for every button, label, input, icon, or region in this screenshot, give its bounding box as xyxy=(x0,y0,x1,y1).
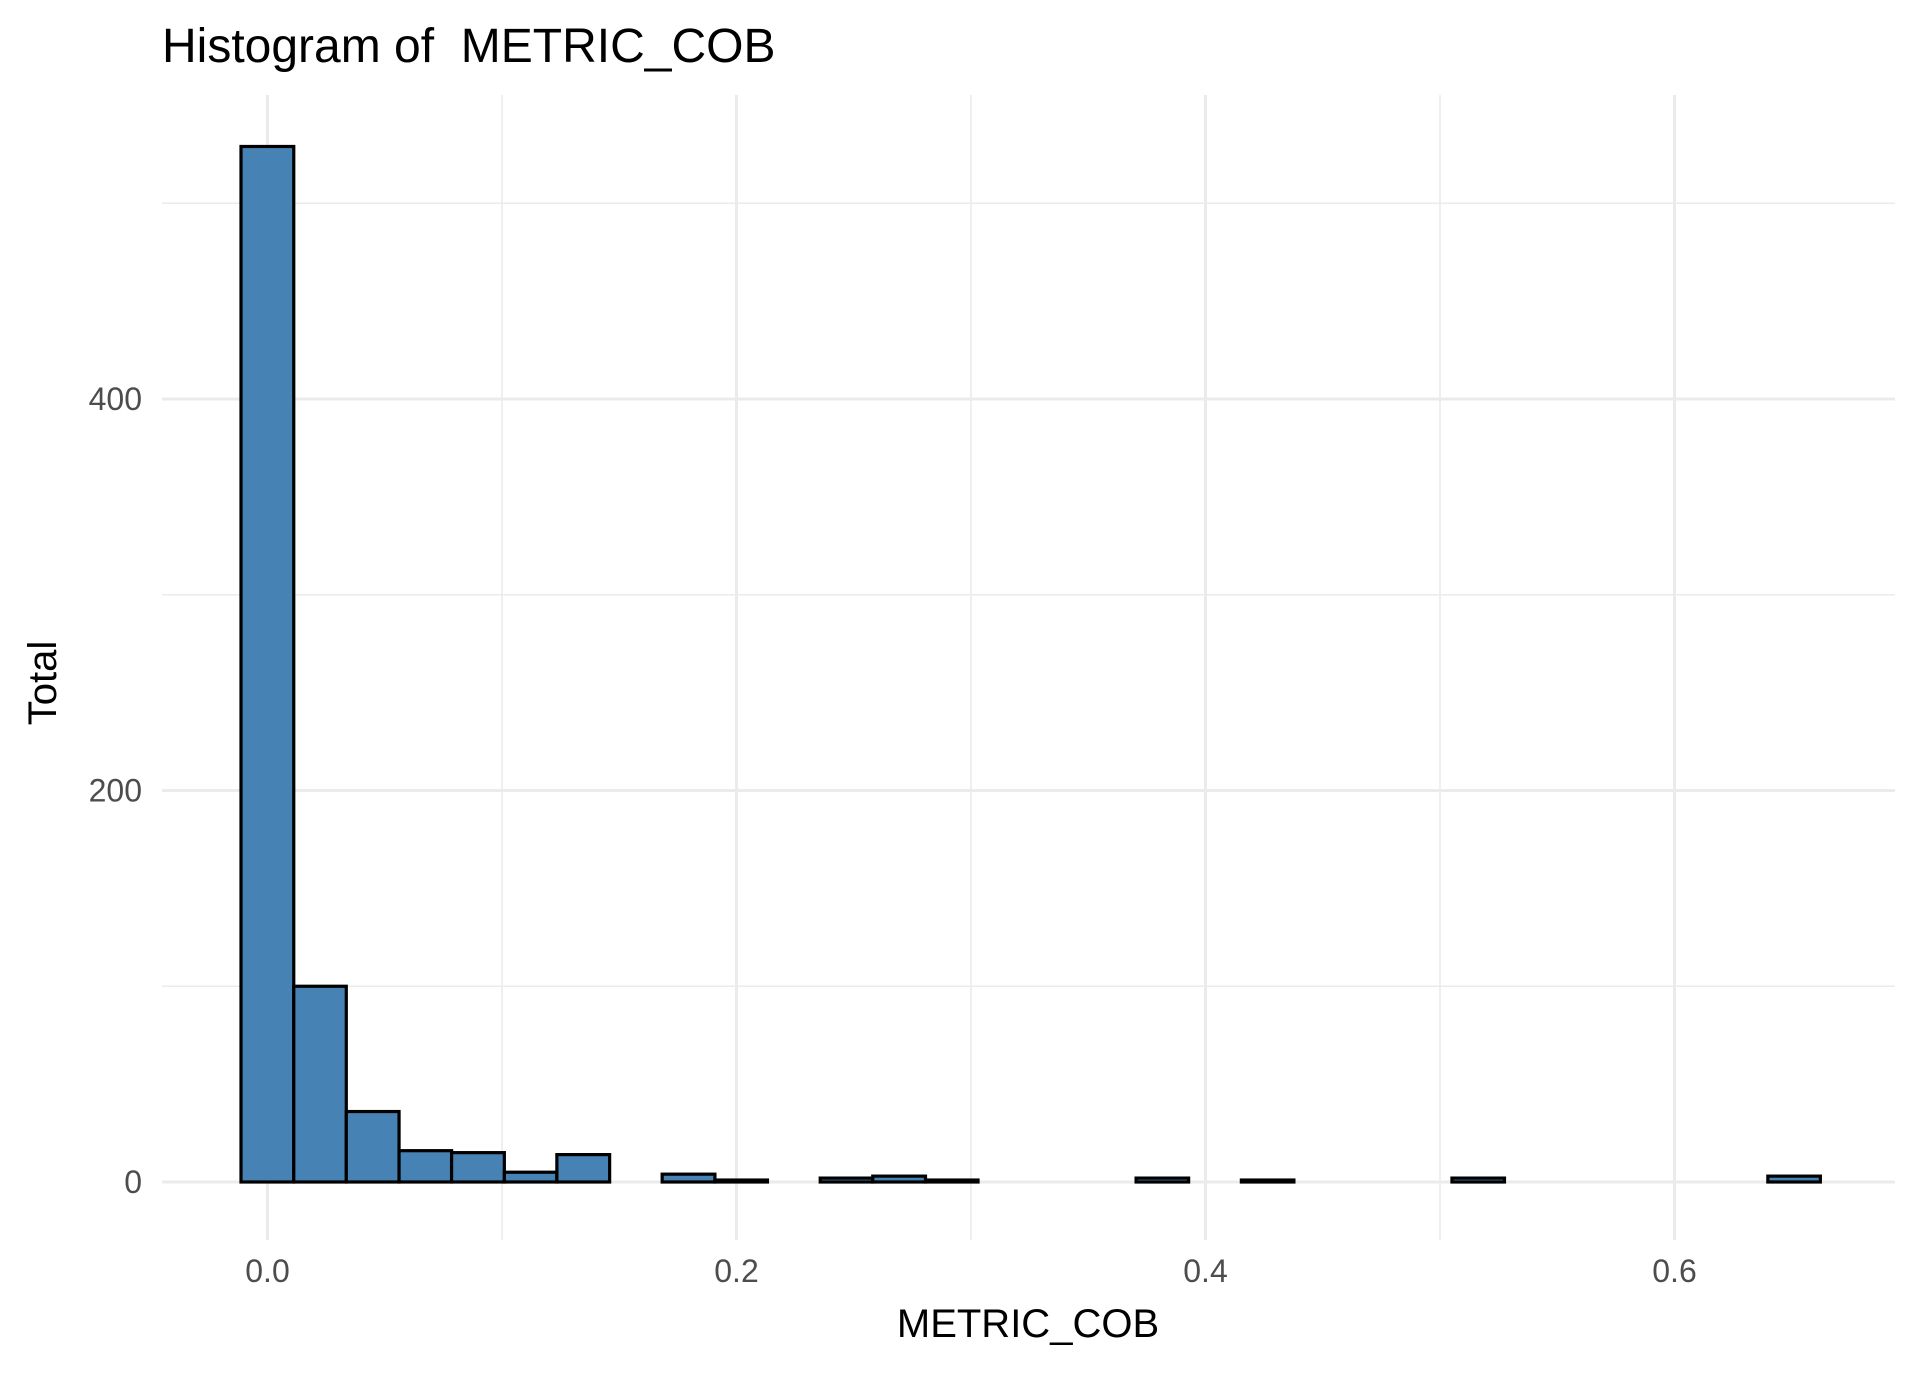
x-axis-title: METRIC_COB xyxy=(897,1302,1159,1346)
y-tick-label: 0 xyxy=(124,1164,142,1200)
histogram-bar xyxy=(292,984,348,1184)
x-tick-label: 0.2 xyxy=(714,1253,758,1289)
histogram-bar xyxy=(923,1178,980,1184)
grid-layer xyxy=(162,95,1895,1240)
x-tick-label: 0.4 xyxy=(1183,1253,1227,1289)
x-tick-label: 0.0 xyxy=(245,1253,289,1289)
bar-layer xyxy=(239,144,1822,1184)
histogram-bar xyxy=(502,1170,559,1184)
histogram-bar xyxy=(713,1178,770,1184)
histogram-bar xyxy=(449,1151,506,1184)
y-axis-title: Total xyxy=(21,641,65,726)
tick-label-layer: 0.0 0.2 0.4 0.6 0 200 400 xyxy=(89,381,1697,1289)
histogram-bar xyxy=(555,1152,612,1184)
histogram-bar xyxy=(1134,1176,1191,1184)
histogram-bar xyxy=(1239,1178,1296,1184)
y-tick-label: 400 xyxy=(89,381,142,417)
histogram-bar xyxy=(1450,1176,1507,1184)
histogram-bar xyxy=(344,1109,401,1184)
histogram-bar xyxy=(818,1176,875,1184)
histogram-bar xyxy=(239,144,296,1184)
y-tick-label: 200 xyxy=(89,773,142,809)
histogram-bar xyxy=(1766,1174,1822,1184)
histogram-bar xyxy=(871,1174,928,1184)
chart-title: Histogram of METRIC_COB xyxy=(162,20,775,73)
x-tick-label: 0.6 xyxy=(1652,1253,1696,1289)
histogram-bar xyxy=(397,1149,454,1184)
histogram-bar xyxy=(660,1172,717,1184)
